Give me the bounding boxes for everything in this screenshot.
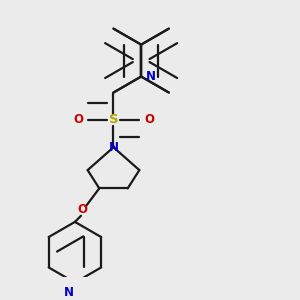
Text: O: O [77,203,88,216]
Text: O: O [144,113,154,126]
Text: N: N [109,141,118,154]
Text: N: N [63,286,74,298]
Text: O: O [73,113,83,126]
Text: N: N [146,70,156,83]
Text: S: S [109,113,118,126]
